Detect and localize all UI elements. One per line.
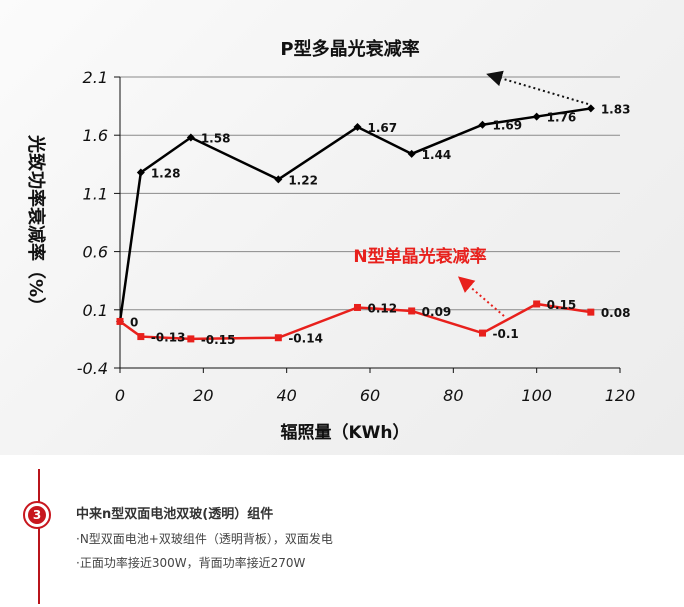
info-line-2: ·正面功率接近300W，背面功率接近270W	[76, 556, 306, 570]
badge-number: 3	[28, 506, 46, 524]
series-p-marker	[407, 149, 416, 158]
y-tick-label: 1.6	[83, 126, 108, 145]
series-n-title: N型单晶光衰减率	[353, 246, 486, 267]
series-n-marker	[274, 334, 282, 342]
series-p-data-label: 1.58	[201, 132, 231, 146]
series-n-marker	[187, 335, 195, 343]
x-tick-label: 40	[276, 386, 296, 405]
series-n-data-label: 0.12	[368, 301, 398, 315]
series-n-data-label: 0.08	[601, 306, 631, 320]
series-p-marker	[586, 104, 595, 113]
series-layer: 1.28 1.58 1.22 1.67 1.44 1.69 1.76 1.83 0 -0.13 -0…	[116, 102, 631, 347]
x-tick-label: 0	[115, 386, 125, 405]
y-tick-label: -0.4	[77, 359, 108, 378]
y-tick-label: 0.6	[83, 243, 108, 262]
series-n-marker	[479, 329, 486, 337]
series-p-marker	[353, 123, 362, 132]
series-n-data-label: 0.15	[547, 298, 577, 312]
series-p-data-label: 1.69	[493, 119, 523, 133]
chart-svg: -0.40.10.61.11.62.10 20 40 60 80 100 120 1.281…	[25, 38, 636, 443]
series-n-data-label: 0.09	[422, 305, 452, 319]
y-tick-label: 0.1	[83, 301, 108, 320]
x-tick-label: 100	[521, 386, 552, 405]
series-p-marker	[478, 120, 487, 129]
series-n-marker	[116, 317, 124, 325]
y-tick-label: 2.1	[83, 68, 108, 87]
y-axis-label: 光致功率衰减率（%）	[25, 134, 47, 315]
info-title: 中来n型双面电池双玻(透明）组件	[76, 507, 274, 522]
series-p-data-label: 1.83	[601, 102, 631, 116]
grid-layer	[120, 76, 620, 311]
p-series-arrow	[486, 70, 589, 105]
chart-title: P型多晶光衰减率	[280, 38, 419, 60]
n-series-arrow	[457, 276, 505, 317]
series-n-marker	[408, 307, 416, 315]
series-n-data-label: -0.1	[493, 327, 519, 341]
x-tick-label: 120	[605, 386, 636, 405]
x-tick-label: 80	[443, 386, 463, 405]
series-p-marker	[186, 133, 195, 142]
x-axis-label: 辐照量（KWh）	[280, 422, 409, 443]
series-p-marker	[274, 175, 283, 184]
series-p-marker	[136, 168, 145, 177]
y-tick-label: 1.1	[83, 184, 108, 203]
chart-area: -0.4 0.1 0.6 1.1 1.6 2.1 0 20 40 60 80 100 120 1.28 1…	[0, 0, 684, 455]
series-n-marker	[533, 300, 541, 308]
series-n-marker	[587, 308, 595, 316]
series-n-data-label: -0.14	[288, 332, 323, 346]
info-section: 3 中来n型双面电池双玻(透明）组件 ·N型双面电池+双玻组件（透明背板），双面…	[0, 455, 684, 607]
series-n-data-label: -0.15	[201, 333, 236, 347]
series-p-data-label: 1.67	[368, 121, 398, 135]
series-p-data-label: 1.44	[422, 148, 452, 162]
series-n-data-label: -0.13	[151, 331, 186, 345]
series-p-data-label: 1.76	[547, 111, 577, 125]
series-p-data-label: 1.22	[288, 173, 318, 187]
series-p-data-label: 1.28	[151, 166, 181, 180]
x-tick-label: 20	[193, 386, 213, 405]
series-n-marker	[354, 303, 361, 311]
series-p-marker	[532, 112, 541, 121]
series-n-marker	[137, 333, 145, 341]
series-n-data-label: 0	[130, 315, 138, 329]
x-tick-label: 60	[360, 386, 380, 405]
section-divider-line	[38, 469, 40, 604]
info-line-1: ·N型双面电池+双玻组件（透明背板），双面发电	[76, 532, 333, 546]
section-number-badge: 3	[23, 501, 51, 529]
